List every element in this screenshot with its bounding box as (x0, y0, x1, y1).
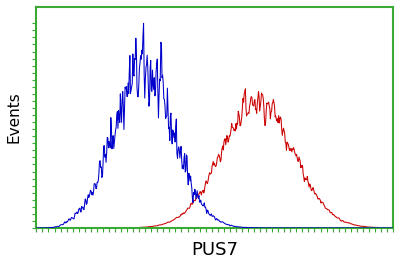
Y-axis label: Events: Events (7, 92, 22, 143)
X-axis label: PUS7: PUS7 (191, 241, 238, 259)
